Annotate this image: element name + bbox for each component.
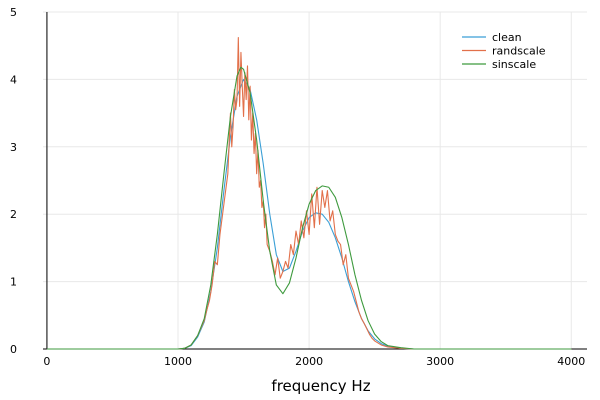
legend-label-randscale: randscale bbox=[492, 45, 546, 58]
x-tick-label: 0 bbox=[43, 355, 50, 368]
tick-labels: 0 1000 2000 3000 4000 0 1 2 3 4 5 bbox=[10, 6, 585, 368]
x-tick-label: 2000 bbox=[295, 355, 323, 368]
legend-label-clean: clean bbox=[492, 31, 522, 44]
x-tick-label: 1000 bbox=[164, 355, 192, 368]
series-line-randscale bbox=[46, 37, 572, 350]
x-axis-label: frequency Hz bbox=[271, 377, 370, 395]
y-tick-label: 5 bbox=[10, 6, 17, 19]
y-tick-label: 1 bbox=[10, 276, 17, 289]
x-tick-label: 4000 bbox=[557, 355, 585, 368]
x-tick-label: 3000 bbox=[426, 355, 454, 368]
series-line-sinscale bbox=[46, 66, 572, 350]
legend-label-sinscale: sinscale bbox=[492, 58, 536, 71]
y-tick-label: 3 bbox=[10, 141, 17, 154]
y-tick-label: 0 bbox=[10, 343, 17, 356]
series-lines bbox=[46, 37, 572, 350]
y-tick-label: 2 bbox=[10, 208, 17, 221]
y-tick-label: 4 bbox=[10, 73, 17, 86]
